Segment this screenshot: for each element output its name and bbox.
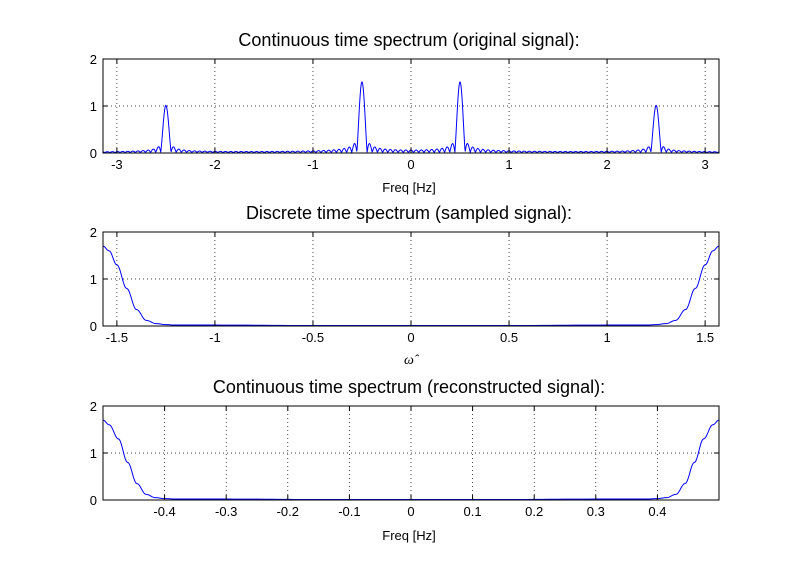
x-tick-label: -0.3 (215, 504, 237, 519)
y-tick-label: 0 (90, 319, 97, 334)
grid-lines (103, 406, 719, 500)
x-tick-label: -2 (209, 157, 221, 172)
x-tick-label: -1 (307, 157, 319, 172)
x-tick-label: 0 (407, 504, 414, 519)
x-axis-label: Freq [Hz] (382, 180, 435, 195)
x-tick-label: 0.2 (525, 504, 543, 519)
y-tick-label: 2 (90, 52, 97, 67)
spectrum-line (102, 81, 720, 155)
x-tick-label: 1.5 (696, 330, 714, 345)
x-tick-label: 0.4 (648, 504, 666, 519)
series-layer (102, 81, 720, 155)
y-tick-label: 1 (90, 272, 97, 287)
y-tick-label: 2 (90, 399, 97, 414)
spectrum-line (102, 419, 720, 501)
panel-title: Continuous time spectrum (reconstructed … (213, 377, 605, 397)
spectrum-panel-sampled: Discrete time spectrum (sampled signal):… (90, 203, 720, 368)
x-tick-label: -0.5 (302, 330, 324, 345)
grid-lines (103, 232, 719, 326)
y-tick-label: 0 (90, 493, 97, 508)
ticks-layer: -1.5 -1 -0.5 0 0.5 1 1.5 0 1 2 (90, 225, 719, 345)
x-tick-label: 0 (407, 157, 414, 172)
series-layer (102, 245, 720, 327)
grid-lines (103, 59, 719, 153)
panel-title: Continuous time spectrum (original signa… (238, 30, 579, 50)
y-tick-label: 0 (90, 146, 97, 161)
panel-title: Discrete time spectrum (sampled signal): (246, 203, 572, 223)
x-tick-label: -1.5 (106, 330, 128, 345)
x-tick-label: -1 (209, 330, 221, 345)
y-tick-label: 1 (90, 446, 97, 461)
x-tick-label: 0 (407, 330, 414, 345)
spectrum-panel-reconstructed: Continuous time spectrum (reconstructed … (90, 377, 720, 543)
x-tick-label: 3 (702, 157, 709, 172)
x-tick-label: -0.2 (277, 504, 299, 519)
ticks-layer: -0.4 -0.3 -0.2 -0.1 0 0.1 0.2 0.3 0.4 0 1 2 (90, 399, 719, 519)
x-tick-label: 1 (505, 157, 512, 172)
series-layer (102, 419, 720, 501)
y-tick-label: 1 (90, 99, 97, 114)
x-tick-label: 1 (603, 330, 610, 345)
x-tick-label: 0.1 (464, 504, 482, 519)
y-tick-label: 2 (90, 225, 97, 240)
spectrum-panel-original: Continuous time spectrum (original signa… (90, 30, 720, 195)
x-tick-label: 2 (603, 157, 610, 172)
ticks-layer: -3 -2 -1 0 1 2 3 0 1 2 (90, 52, 719, 172)
spectrum-line (102, 245, 720, 327)
x-tick-label: -3 (111, 157, 123, 172)
x-tick-label: 0.3 (587, 504, 605, 519)
x-axis-label: Freq [Hz] (382, 528, 435, 543)
x-tick-label: -0.1 (338, 504, 360, 519)
x-tick-label: -0.4 (153, 504, 175, 519)
x-axis-label: ω̂ (404, 353, 420, 368)
x-tick-label: 0.5 (500, 330, 518, 345)
